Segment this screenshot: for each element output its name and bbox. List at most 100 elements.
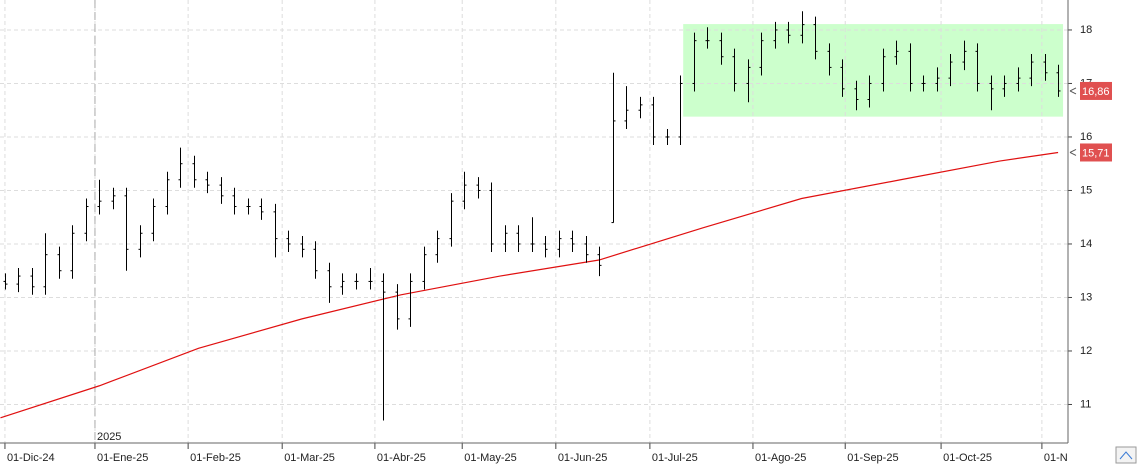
ohlc-bar [313, 241, 318, 279]
ohlc-bar [246, 198, 251, 215]
ohlc-bar [97, 179, 102, 215]
ohlc-bar [570, 230, 575, 252]
ohlc-bar [651, 96, 656, 145]
x-tick-label: 01-May-25 [464, 452, 517, 464]
ohlc-bar [368, 268, 373, 290]
ohlc-bar [665, 128, 670, 145]
ohlc-bar [340, 273, 345, 295]
ohlc-bar [692, 32, 697, 92]
ohlc-bar [867, 75, 872, 108]
ohlc-bar [1043, 54, 1048, 81]
corner-icon[interactable] [1115, 446, 1137, 464]
ohlc-bar [638, 96, 643, 119]
ohlc-bar [178, 147, 183, 188]
ohlc-bar [975, 43, 980, 92]
ohlc-bar [840, 59, 845, 97]
ohlc-bar [1056, 64, 1061, 97]
ohlc-bar [516, 225, 521, 252]
ohlc-bar [719, 32, 724, 65]
ohlc-bar [773, 21, 778, 49]
ohlc-bar [557, 230, 562, 258]
moving-average-line [0, 151, 1059, 419]
x-tick-label: 01-Feb-25 [190, 452, 241, 464]
x-tick-label: 01-Mar-25 [284, 452, 335, 464]
ohlc-bar [800, 11, 805, 44]
x-tick-label: 01-Sep-25 [847, 452, 898, 464]
ohlc-bar [381, 273, 386, 421]
y-tick-label: 15 [1080, 184, 1092, 196]
ohlc-bar [192, 155, 197, 188]
ohlc-bar [43, 233, 48, 295]
ohlc-bar [1002, 75, 1007, 97]
ohlc-bar [124, 187, 129, 271]
ohlc-bar [57, 246, 62, 279]
ohlc-bar [624, 86, 629, 129]
price-label-box [1080, 81, 1112, 100]
year-label: 2025 [97, 431, 121, 443]
ohlc-bar [165, 171, 170, 215]
ohlc-bar [449, 193, 454, 247]
ohlc-bar [881, 48, 886, 92]
price-label: 16,86 [1082, 86, 1110, 98]
x-tick-label: 01-Dic-24 [7, 452, 55, 464]
corner-icon-glyph [1119, 451, 1133, 460]
ohlc-bar [948, 54, 953, 87]
ohlc-bar [611, 72, 616, 224]
ohlc-bar [489, 182, 494, 252]
ohlc-bar [854, 80, 859, 111]
ohlc-bar [435, 230, 440, 263]
ohlc-bar [503, 225, 508, 252]
ohlc-bar [746, 59, 751, 103]
ohlc-bar [70, 225, 75, 279]
ohlc-bar [84, 198, 89, 242]
ohlc-bar [584, 235, 589, 263]
x-tick-label: 01-Abr-25 [377, 452, 426, 464]
ohlc-bar [138, 225, 143, 258]
ohlc-bar [962, 40, 967, 71]
y-tick-label: 14 [1080, 238, 1092, 250]
y-tick-label: 12 [1080, 345, 1092, 357]
ohlc-bar [989, 75, 994, 111]
ohlc-bar [151, 198, 156, 242]
ohlc-bar [827, 43, 832, 76]
y-tick-label: 16 [1080, 131, 1092, 143]
ohlc-bar [1029, 54, 1034, 87]
ohlc-bar [786, 21, 791, 44]
ohlc-bar [759, 32, 764, 76]
ohlc-bar [894, 40, 899, 65]
y-tick-label: 11 [1080, 398, 1091, 410]
ohlc-bar [935, 67, 940, 92]
price-label: 15,71 [1082, 147, 1110, 159]
ohlc-bar [219, 177, 224, 204]
x-tick-label: 01-Ago-25 [755, 452, 806, 464]
ohlc-bar [678, 75, 683, 145]
ohlc-bar [732, 48, 737, 92]
ohlc-bar [813, 16, 818, 60]
ohlc-bar [476, 177, 481, 199]
x-tick-label: 01-Jun-25 [558, 452, 608, 464]
ohlc-bar [395, 284, 400, 330]
x-tick-label: 01-Ene-25 [97, 452, 148, 464]
ohlc-bar [354, 273, 359, 290]
ohlc-bar [921, 75, 926, 92]
ohlc-bar [232, 187, 237, 215]
ohlc-bar [30, 268, 35, 295]
ohlc-bar [327, 262, 332, 303]
ohlc-bar [908, 43, 913, 92]
x-tick-label: 01-Oct-25 [943, 452, 992, 464]
ohlc-bar [422, 246, 427, 290]
ohlc-bar [530, 217, 535, 252]
ohlc-bar [16, 268, 21, 293]
highlight-zone [683, 24, 1064, 117]
y-tick-label: 18 [1080, 24, 1092, 36]
price-pointer [1069, 149, 1077, 156]
x-tick-label: 01-N [1044, 452, 1068, 464]
ohlc-bar [3, 273, 8, 290]
ohlc-bar [286, 230, 291, 252]
ohlc-bar [111, 187, 116, 210]
price-pointer [1069, 87, 1077, 95]
ohlc-bar [543, 235, 548, 258]
price-label-box [1080, 143, 1112, 162]
ohlc-bar [705, 27, 710, 49]
